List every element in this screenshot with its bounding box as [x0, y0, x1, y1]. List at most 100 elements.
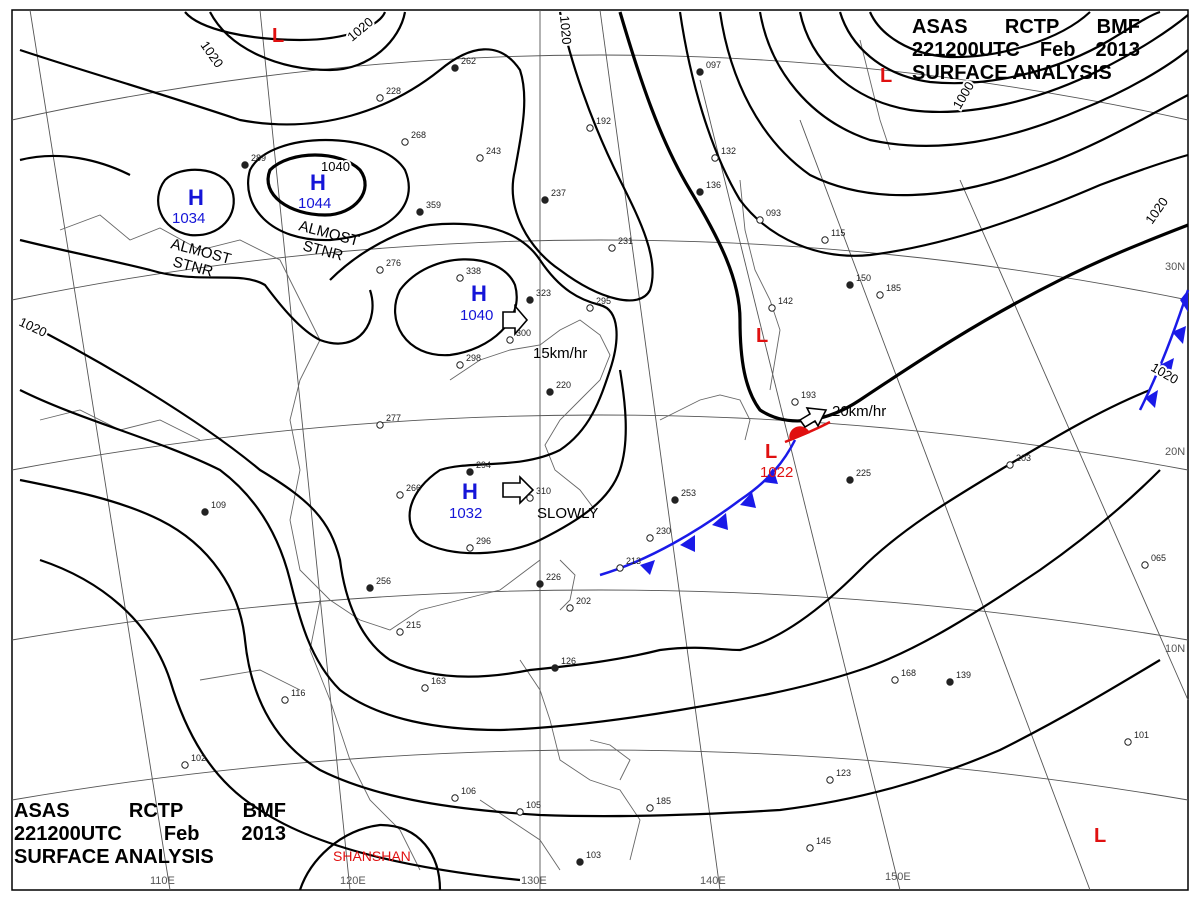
station-pressure: 338 — [466, 266, 481, 276]
station-plot: 215 — [396, 620, 421, 636]
station-circle — [376, 421, 384, 429]
station-plot: 116 — [281, 688, 305, 704]
high-center-symbol: H — [188, 185, 204, 210]
cold-front-pip — [1172, 326, 1186, 344]
station-plot: 145 — [806, 836, 831, 852]
station-pressure: 185 — [886, 283, 901, 293]
station-circle — [396, 491, 404, 499]
station-circle — [396, 628, 404, 636]
station-pressure: 101 — [1134, 730, 1149, 740]
high-center-pressure: 1040 — [460, 307, 493, 324]
map-frame — [11, 9, 1189, 891]
station-pressure: 295 — [596, 296, 611, 306]
header-agency: ASAS — [14, 800, 70, 822]
station-pressure: 065 — [1151, 553, 1166, 563]
high-center-pressure: 1032 — [449, 505, 482, 522]
isobar-label: 1020 — [1142, 194, 1171, 226]
station-plot: 296 — [466, 536, 491, 552]
station-plot: 185 — [646, 796, 671, 812]
station-plot: 256 — [366, 576, 391, 592]
isobar-label: 1020 — [557, 15, 574, 45]
station-pressure: 298 — [466, 353, 481, 363]
station-circle — [181, 761, 189, 769]
station-circle — [821, 236, 829, 244]
station-circle — [891, 676, 899, 684]
station-circle — [696, 68, 704, 76]
station-circle — [456, 361, 464, 369]
station-circle — [846, 281, 854, 289]
station-circle — [421, 684, 429, 692]
longitude-label: 120E — [340, 875, 366, 887]
longitude-label: 130E — [521, 875, 547, 887]
station-circle — [546, 388, 554, 396]
station-plot: 126 — [551, 656, 576, 672]
station-circle — [366, 584, 374, 592]
station-circle — [696, 188, 704, 196]
station-circle — [756, 216, 764, 224]
station-circle — [281, 696, 289, 704]
low-center-symbol: L — [880, 65, 892, 87]
station-circle — [516, 808, 524, 816]
station-circle — [466, 544, 474, 552]
station-plot: 298 — [456, 353, 481, 369]
station-pressure: 228 — [386, 86, 401, 96]
isobar-label: 1020 — [344, 14, 376, 44]
station-pressure: 289 — [251, 153, 266, 163]
header-year: 2013 — [241, 823, 287, 845]
station-plot: 300 — [506, 328, 531, 344]
high-center-symbol: H — [471, 281, 487, 306]
latitude-label: 20N — [1165, 446, 1185, 458]
station-circle — [646, 804, 654, 812]
cold-front-pip — [1145, 390, 1158, 408]
station-pressure: 276 — [386, 258, 401, 268]
station-pressure: 142 — [778, 296, 793, 306]
low-center-symbol: L — [756, 325, 768, 347]
typhoon-name: SHANSHAN — [333, 848, 411, 864]
low-center-symbol: L — [272, 25, 284, 47]
station-pressure: 139 — [956, 670, 971, 680]
station-circle — [768, 304, 776, 312]
high-center-pressure: 1044 — [298, 195, 331, 212]
station-plot: 266 — [396, 483, 421, 499]
station-circle — [876, 291, 884, 299]
longitude-label: 140E — [700, 875, 726, 887]
station-circle — [551, 664, 559, 672]
station-plot: 262 — [451, 56, 476, 72]
isobar-label: 1020 — [198, 38, 227, 70]
station-plot: 295 — [586, 296, 611, 312]
station-pressure: 253 — [681, 488, 696, 498]
cold-front-pip — [640, 560, 655, 575]
station-pressure: 150 — [856, 273, 871, 283]
warm-front — [784, 420, 831, 444]
header-code: BMF — [1096, 16, 1140, 38]
latitude-label: 10N — [1165, 643, 1185, 655]
station-plot: 228 — [376, 86, 401, 102]
station-pressure: 277 — [386, 413, 401, 423]
station-plot: 225 — [846, 468, 871, 484]
chart-header-top: ASAS RCTP BMF 221200UTC Feb 2013 SURFACE… — [912, 16, 1140, 85]
station-circle — [806, 844, 814, 852]
header-code: BMF — [242, 800, 286, 822]
station-circle — [536, 580, 544, 588]
station-pressure: 237 — [551, 188, 566, 198]
station-pressure: 230 — [656, 526, 671, 536]
header-month: Feb — [163, 823, 200, 845]
station-pressure: 145 — [816, 836, 831, 846]
station-pressure: 116 — [291, 688, 305, 698]
station-pressure: 168 — [901, 668, 916, 678]
station-pressure: 193 — [801, 390, 816, 400]
station-pressure: 126 — [561, 656, 576, 666]
station-plot: 192 — [586, 116, 611, 132]
station-pressure: 093 — [766, 208, 781, 218]
station-plot: 253 — [671, 488, 696, 504]
station-pressure: 266 — [406, 483, 421, 493]
low-center-symbol: L — [1094, 825, 1106, 847]
station-plot: 101 — [1124, 730, 1149, 746]
station-plot: 338 — [456, 266, 481, 282]
motion-speed-label: 15km/hr — [533, 345, 587, 362]
station-pressure: 097 — [706, 60, 721, 70]
station-pressure: 102 — [191, 753, 206, 763]
station-plot: 093 — [756, 208, 781, 224]
station-plot: 106 — [451, 786, 476, 802]
